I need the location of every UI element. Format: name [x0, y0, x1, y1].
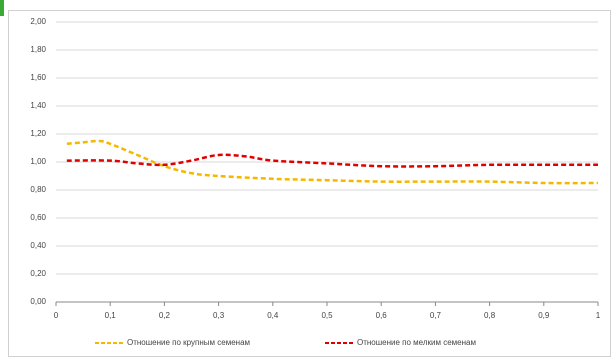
legend-label: Отношение по мелким семенам: [357, 338, 476, 347]
y-tick-label: 1,80: [30, 45, 46, 54]
x-tick-label: 0,4: [267, 311, 279, 320]
x-tick-label: 0,8: [484, 311, 496, 320]
y-tick-label: 0,60: [30, 213, 46, 222]
data-line: [66, 153, 598, 168]
x-tick-label: 0,2: [159, 311, 171, 320]
legend-label: Отношение по крупным семенам: [127, 338, 250, 347]
chart-frame: [8, 10, 611, 357]
x-tick-label: 0,6: [376, 311, 388, 320]
y-tick-label: 1,20: [30, 129, 46, 138]
y-tick-label: 0,20: [30, 269, 46, 278]
y-tick-label: 1,40: [30, 101, 46, 110]
y-tick-label: 2,00: [30, 17, 46, 26]
x-tick-label: 1: [596, 311, 601, 320]
x-tick-label: 0,7: [430, 311, 442, 320]
x-tick-label: 0: [54, 311, 59, 320]
y-tick-label: 1,60: [30, 73, 46, 82]
x-tick-label: 0,9: [538, 311, 550, 320]
data-line: [66, 139, 599, 185]
y-tick-label: 0,40: [30, 241, 46, 250]
y-tick-label: 0,80: [30, 185, 46, 194]
y-tick-label: 1,00: [30, 157, 46, 166]
x-tick-label: 0,5: [321, 311, 333, 320]
y-tick-label: 0,00: [30, 297, 46, 306]
x-tick-label: 0,1: [105, 311, 117, 320]
accent-mark: [0, 0, 4, 16]
x-tick-label: 0,3: [213, 311, 225, 320]
